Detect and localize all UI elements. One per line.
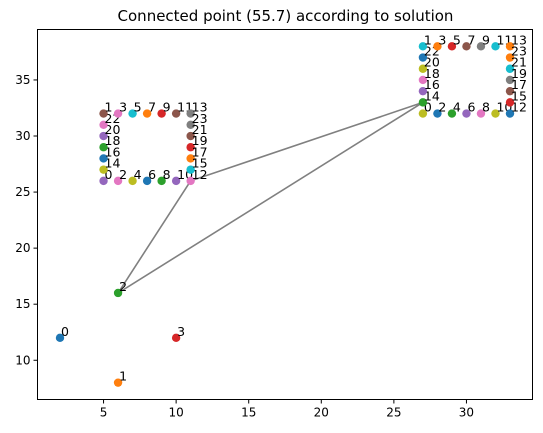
x-tick-label: 30 <box>459 406 474 420</box>
chart-title: Connected point (55.7) according to solu… <box>118 7 454 25</box>
point-label: 6 <box>148 167 156 182</box>
point-label: 3 <box>177 324 185 339</box>
point-label: 8 <box>482 100 490 115</box>
point-label: 4 <box>134 167 142 182</box>
point-label: 1 <box>119 369 127 384</box>
y-tick-label: 35 <box>15 73 30 87</box>
x-tick-label: 25 <box>386 406 401 420</box>
point-label: 9 <box>482 32 490 47</box>
y-tick-label: 20 <box>15 241 30 255</box>
point-label: 15 <box>192 156 208 171</box>
point-label: 8 <box>163 167 171 182</box>
point-label: 0 <box>61 324 69 339</box>
x-tick-label: 20 <box>314 406 329 420</box>
point-label: 3 <box>438 32 446 47</box>
point-label: 15 <box>511 88 527 103</box>
point-label: 7 <box>148 100 156 115</box>
point-label: 2 <box>119 279 127 294</box>
x-tick-label: 15 <box>241 406 256 420</box>
y-tick-label: 25 <box>15 185 30 199</box>
point-label: 6 <box>467 100 475 115</box>
point-label: 5 <box>453 32 461 47</box>
point-label: 4 <box>453 100 461 115</box>
point-label: 7 <box>467 32 475 47</box>
x-tick-label: 5 <box>100 406 108 420</box>
y-tick-label: 10 <box>15 353 30 367</box>
point-label: 9 <box>163 100 171 115</box>
point-label: 1 <box>424 32 432 47</box>
y-tick-label: 30 <box>15 129 30 143</box>
point-label: 3 <box>119 100 127 115</box>
point-label: 5 <box>134 100 142 115</box>
point-label: 1 <box>105 100 113 115</box>
x-tick-label: 10 <box>168 406 183 420</box>
y-tick-label: 15 <box>15 297 30 311</box>
